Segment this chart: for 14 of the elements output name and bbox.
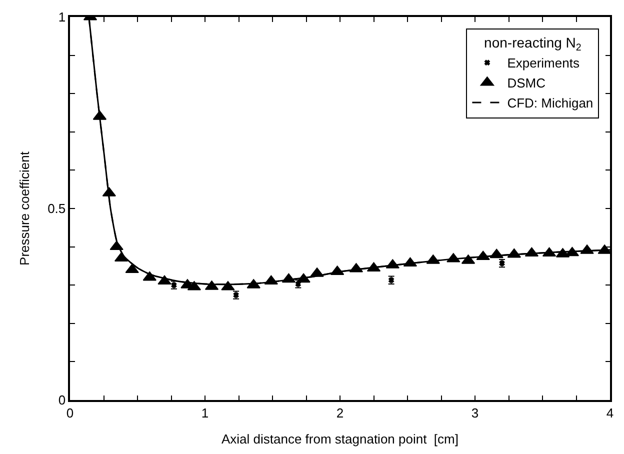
x-tick-label: 4	[606, 405, 614, 420]
y-tick-label: 0.5	[48, 201, 66, 216]
x-axis-title: Axial distance from stagnation point [cm]	[221, 431, 459, 446]
legend-label: Experiments	[507, 56, 580, 71]
x-tick-label: 3	[471, 405, 479, 420]
x-tick-label: 1	[201, 405, 209, 420]
legend-title: non-reacting N$_{2}$	[484, 34, 582, 54]
point	[125, 264, 139, 274]
y-tick-label: 1	[58, 10, 66, 25]
y-axis-title: Pressure coefficient	[17, 151, 32, 266]
legend-label: DSMC	[507, 76, 546, 91]
legend-label: CFD: Michigan	[507, 96, 594, 111]
x-tick-label: 2	[336, 405, 344, 420]
y-tick-label: 0	[58, 392, 66, 408]
